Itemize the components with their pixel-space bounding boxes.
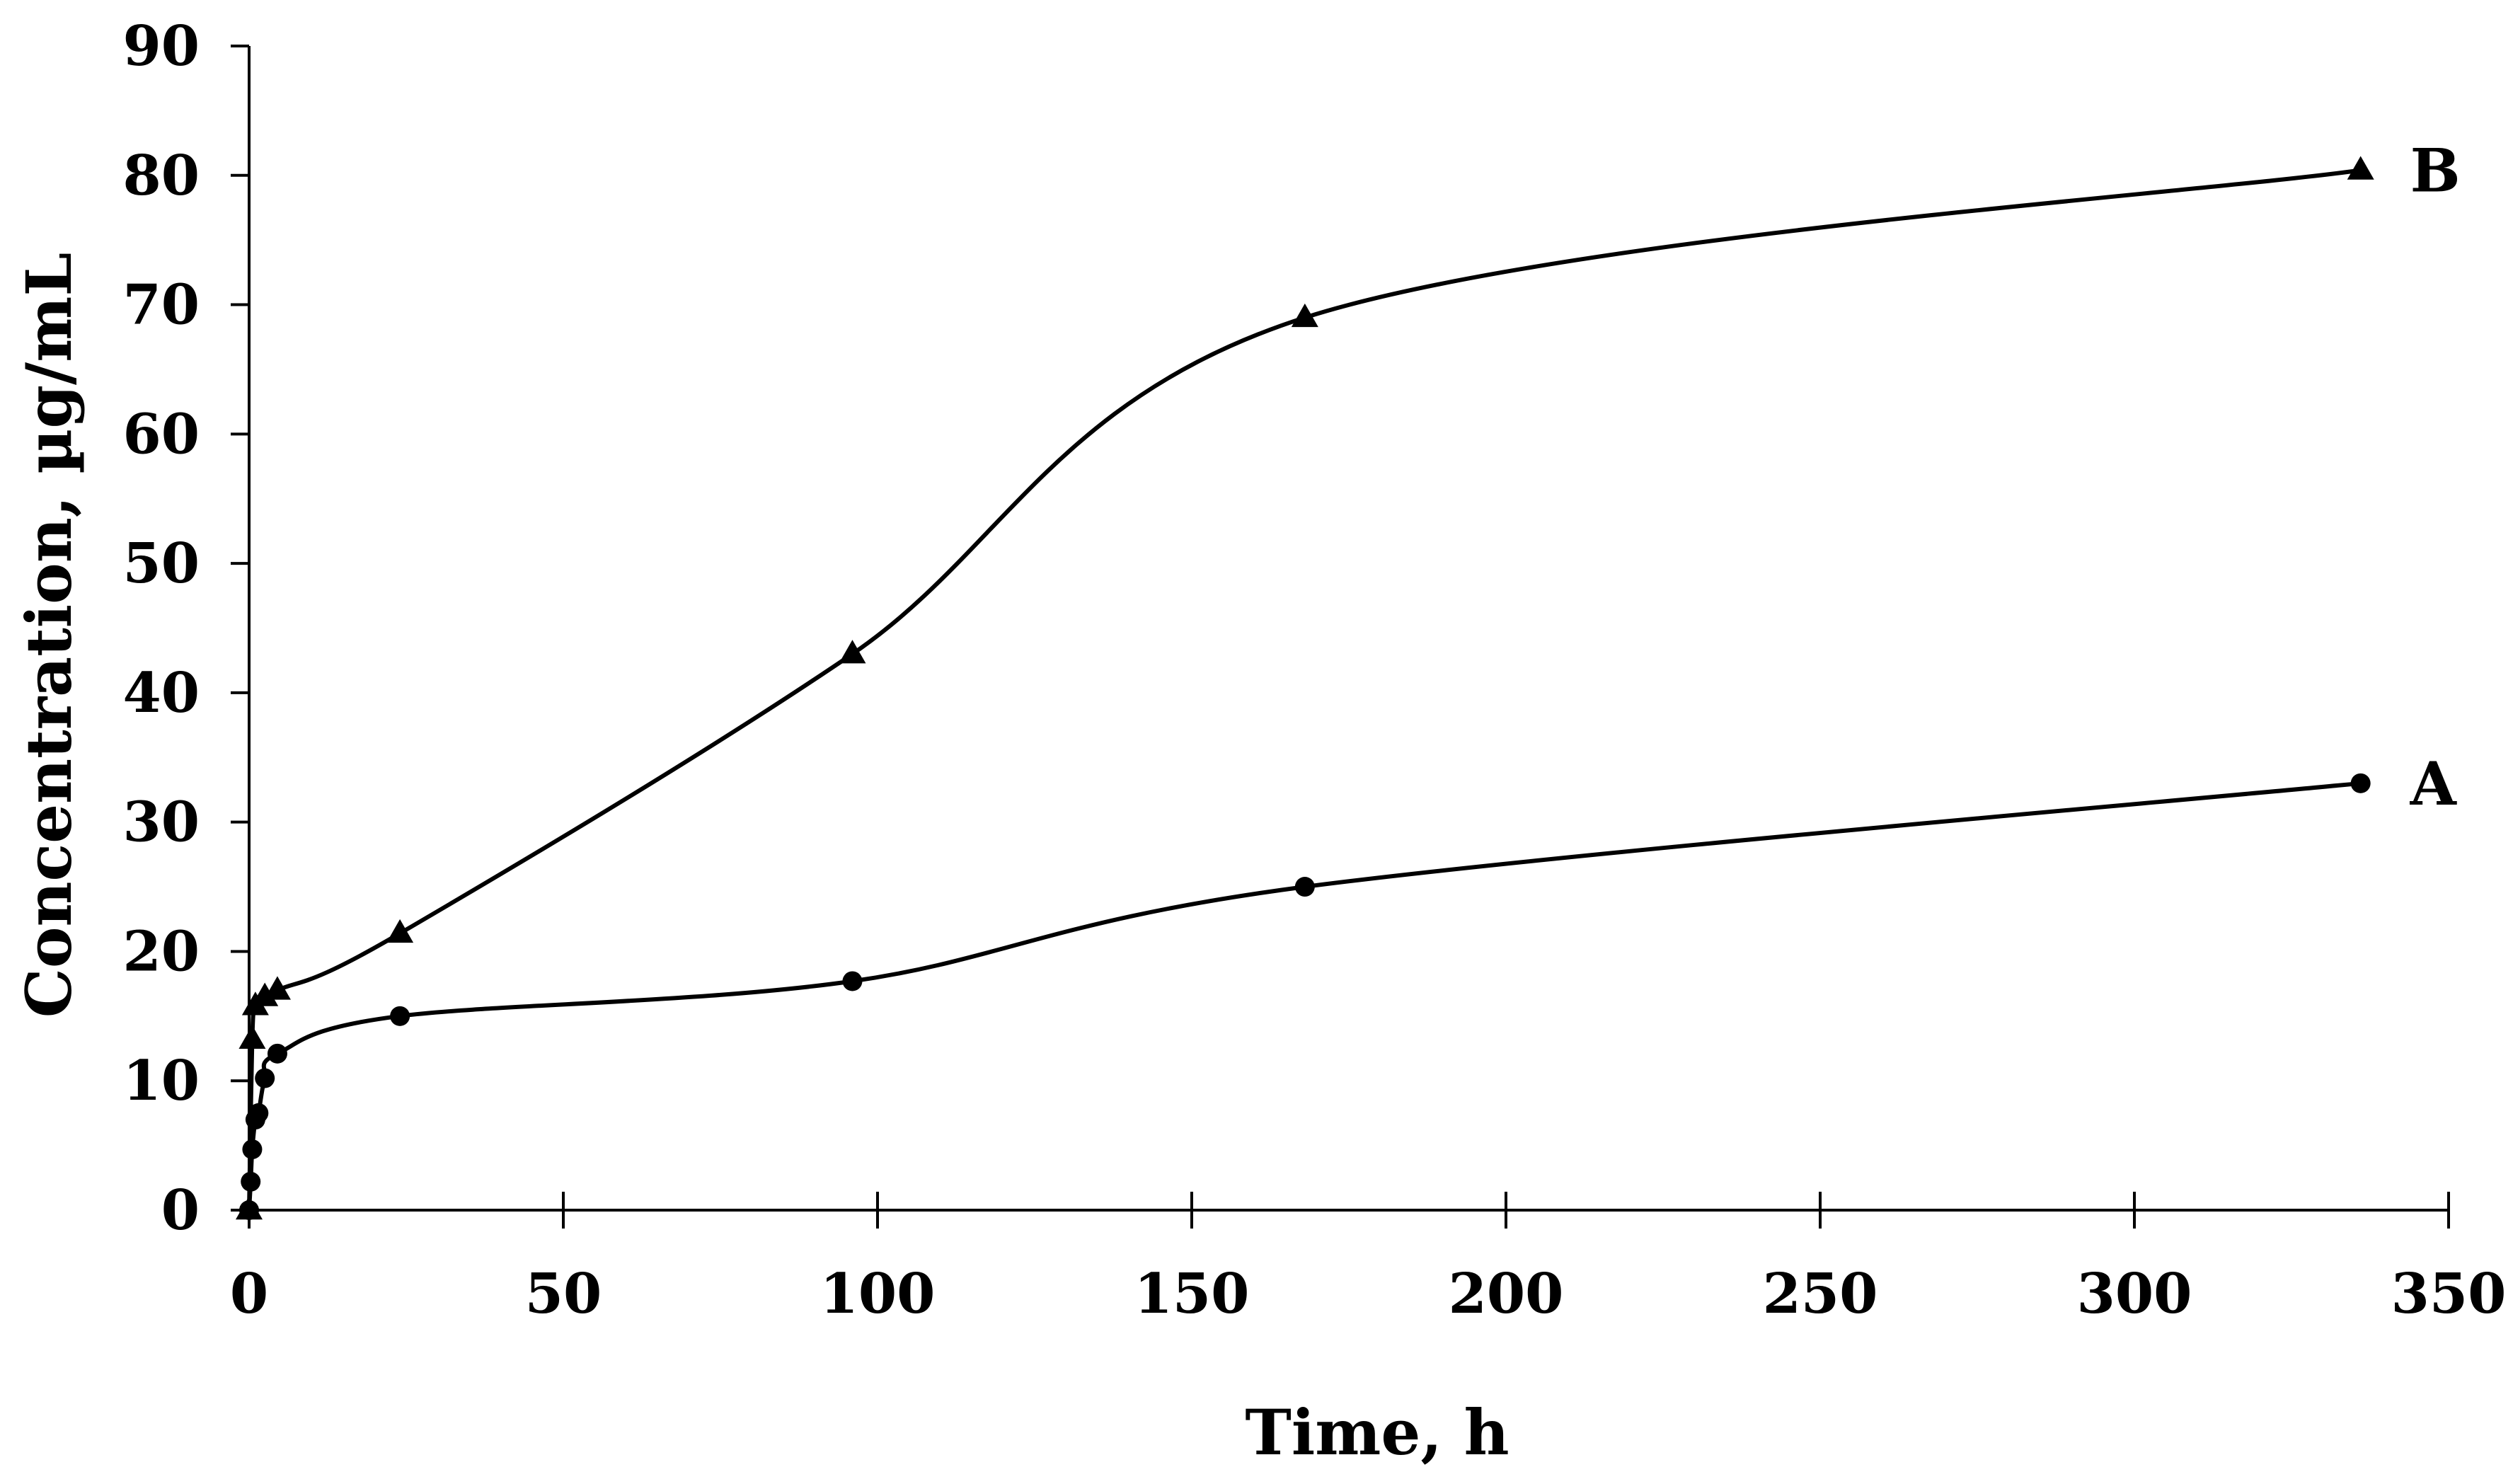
x-tick-label: 250 [1763,1262,1878,1326]
x-tick-label: 50 [525,1262,602,1326]
series-b-point [2347,156,2374,180]
y-tick-label: 70 [122,273,200,338]
series-a-point [842,971,863,991]
y-tick-label: 80 [122,144,200,208]
series-layer: AB [236,135,2461,1220]
series-b-point [386,919,414,943]
series-a-line [247,781,2361,1211]
y-tick-label: 0 [161,1178,200,1243]
y-axis-ticks: 0 10 20 30 40 50 60 70 80 90 [122,14,249,1243]
series-b-point [236,1196,263,1220]
x-axis-ticks: 0 50 100 150 200 250 300 350 [230,1192,2507,1326]
series-a: A [239,749,2458,1220]
series-b-point [251,982,279,1006]
x-tick-label: 150 [1134,1262,1250,1326]
series-b-point [263,976,291,1000]
series-b-point [238,1025,266,1049]
series-b-label: B [2410,135,2461,205]
y-tick-label: 50 [122,531,200,596]
x-tick-label: 0 [230,1262,268,1326]
y-tick-label: 60 [122,402,200,466]
series-a-point [2350,773,2371,793]
x-tick-label: 200 [1449,1262,1564,1326]
series-a-point [390,1006,410,1026]
x-tick-label: 350 [2391,1262,2507,1326]
series-a-point [248,1103,269,1123]
y-tick-label: 40 [122,661,200,725]
x-tick-label: 100 [820,1262,936,1326]
series-a-point [267,1043,287,1064]
y-tick-label: 90 [122,14,200,79]
series-b: B [236,135,2461,1220]
y-tick-label: 20 [122,919,200,984]
x-axis-title: Time, h [1245,1396,1509,1469]
y-axis-title: Concentration, µg/mL [12,253,86,1018]
series-a-point [242,1139,263,1160]
x-tick-label: 300 [2077,1262,2192,1326]
series-a-point [1294,877,1315,897]
series-a-label: A [2410,749,2458,819]
series-b-point [1291,303,1318,328]
y-tick-label: 30 [122,790,200,855]
series-a-point [255,1068,275,1088]
series-b-point [839,640,866,664]
y-tick-label: 10 [122,1049,200,1113]
axes [248,46,2449,1212]
